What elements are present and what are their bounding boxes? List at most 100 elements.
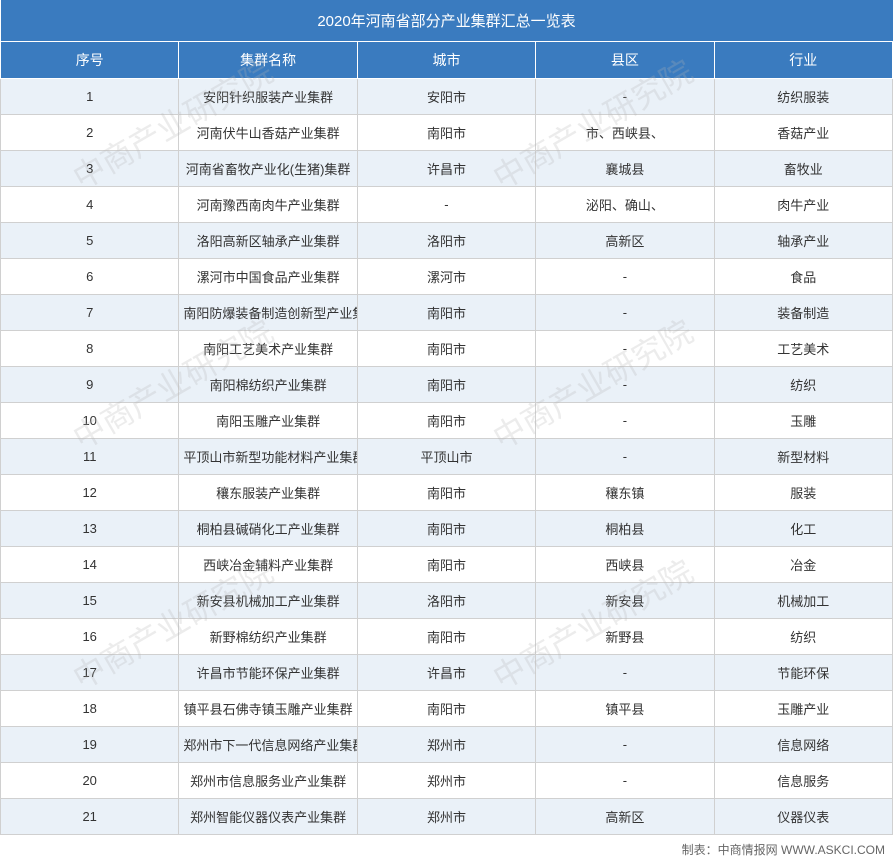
- cell-seq: 16: [1, 619, 179, 655]
- cell-city: 洛阳市: [357, 583, 535, 619]
- cell-city: 许昌市: [357, 655, 535, 691]
- cell-city: 南阳市: [357, 619, 535, 655]
- cell-seq: 17: [1, 655, 179, 691]
- cell-city: 南阳市: [357, 475, 535, 511]
- cell-industry: 冶金: [714, 547, 892, 583]
- cell-industry: 服装: [714, 475, 892, 511]
- cell-seq: 4: [1, 187, 179, 223]
- cell-district: -: [536, 259, 714, 295]
- header-seq: 序号: [1, 42, 179, 79]
- cell-district: 高新区: [536, 223, 714, 259]
- cell-district: -: [536, 79, 714, 115]
- table-container: 中商产业研究院中商产业研究院中商产业研究院中商产业研究院中商产业研究院中商产业研…: [0, 0, 893, 862]
- table-row: 1安阳针织服装产业集群安阳市-纺织服装: [1, 79, 893, 115]
- cell-industry: 畜牧业: [714, 151, 892, 187]
- table-row: 8南阳工艺美术产业集群南阳市-工艺美术: [1, 331, 893, 367]
- industry-cluster-table: 2020年河南省部分产业集群汇总一览表 序号 集群名称 城市 县区 行业 1安阳…: [0, 0, 893, 835]
- cell-city: 南阳市: [357, 691, 535, 727]
- header-row: 序号 集群名称 城市 县区 行业: [1, 42, 893, 79]
- table-title: 2020年河南省部分产业集群汇总一览表: [1, 0, 893, 42]
- cell-city: 许昌市: [357, 151, 535, 187]
- cell-city: 南阳市: [357, 331, 535, 367]
- cell-city: 漯河市: [357, 259, 535, 295]
- cell-industry: 新型材料: [714, 439, 892, 475]
- cell-district: 襄城县: [536, 151, 714, 187]
- cell-name: 洛阳高新区轴承产业集群: [179, 223, 357, 259]
- table-row: 21郑州智能仪器仪表产业集群郑州市高新区仪器仪表: [1, 799, 893, 835]
- cell-district: 西峡县: [536, 547, 714, 583]
- cell-district: -: [536, 403, 714, 439]
- cell-name: 西峡冶金辅料产业集群: [179, 547, 357, 583]
- cell-city: 郑州市: [357, 727, 535, 763]
- cell-seq: 9: [1, 367, 179, 403]
- cell-seq: 12: [1, 475, 179, 511]
- header-industry: 行业: [714, 42, 892, 79]
- cell-city: 郑州市: [357, 799, 535, 835]
- cell-name: 郑州市信息服务业产业集群: [179, 763, 357, 799]
- cell-industry: 纺织: [714, 367, 892, 403]
- cell-industry: 食品: [714, 259, 892, 295]
- table-row: 20郑州市信息服务业产业集群郑州市-信息服务: [1, 763, 893, 799]
- cell-city: 南阳市: [357, 367, 535, 403]
- cell-industry: 香菇产业: [714, 115, 892, 151]
- table-row: 16新野棉纺织产业集群南阳市新野县纺织: [1, 619, 893, 655]
- table-row: 10南阳玉雕产业集群南阳市-玉雕: [1, 403, 893, 439]
- table-row: 19郑州市下一代信息网络产业集群郑州市-信息网络: [1, 727, 893, 763]
- cell-city: 洛阳市: [357, 223, 535, 259]
- cell-district: 高新区: [536, 799, 714, 835]
- cell-name: 漯河市中国食品产业集群: [179, 259, 357, 295]
- cell-industry: 纺织服装: [714, 79, 892, 115]
- cell-name: 镇平县石佛寺镇玉雕产业集群: [179, 691, 357, 727]
- cell-industry: 装备制造: [714, 295, 892, 331]
- cell-city: 南阳市: [357, 295, 535, 331]
- cell-seq: 13: [1, 511, 179, 547]
- cell-district: -: [536, 439, 714, 475]
- cell-name: 许昌市节能环保产业集群: [179, 655, 357, 691]
- cell-name: 穰东服装产业集群: [179, 475, 357, 511]
- table-row: 12穰东服装产业集群南阳市穰东镇服装: [1, 475, 893, 511]
- table-row: 13桐柏县碱硝化工产业集群南阳市桐柏县化工: [1, 511, 893, 547]
- cell-seq: 21: [1, 799, 179, 835]
- cell-industry: 信息服务: [714, 763, 892, 799]
- cell-industry: 仪器仪表: [714, 799, 892, 835]
- cell-seq: 20: [1, 763, 179, 799]
- cell-seq: 6: [1, 259, 179, 295]
- cell-name: 新安县机械加工产业集群: [179, 583, 357, 619]
- cell-seq: 1: [1, 79, 179, 115]
- cell-seq: 5: [1, 223, 179, 259]
- cell-city: -: [357, 187, 535, 223]
- cell-district: 市、西峡县、: [536, 115, 714, 151]
- cell-industry: 玉雕产业: [714, 691, 892, 727]
- table-row: 9南阳棉纺织产业集群南阳市-纺织: [1, 367, 893, 403]
- header-name: 集群名称: [179, 42, 357, 79]
- table-row: 17许昌市节能环保产业集群许昌市-节能环保: [1, 655, 893, 691]
- table-row: 18镇平县石佛寺镇玉雕产业集群南阳市镇平县玉雕产业: [1, 691, 893, 727]
- cell-seq: 10: [1, 403, 179, 439]
- cell-city: 南阳市: [357, 511, 535, 547]
- table-row: 15新安县机械加工产业集群洛阳市新安县机械加工: [1, 583, 893, 619]
- cell-city: 南阳市: [357, 547, 535, 583]
- cell-industry: 化工: [714, 511, 892, 547]
- cell-seq: 3: [1, 151, 179, 187]
- table-row: 3河南省畜牧产业化(生猪)集群许昌市襄城县畜牧业: [1, 151, 893, 187]
- cell-industry: 机械加工: [714, 583, 892, 619]
- cell-name: 郑州智能仪器仪表产业集群: [179, 799, 357, 835]
- table-row: 4河南豫西南肉牛产业集群-泌阳、确山、肉牛产业: [1, 187, 893, 223]
- cell-district: -: [536, 727, 714, 763]
- cell-industry: 纺织: [714, 619, 892, 655]
- table-row: 11平顶山市新型功能材料产业集群平顶山市-新型材料: [1, 439, 893, 475]
- cell-seq: 15: [1, 583, 179, 619]
- table-row: 2河南伏牛山香菇产业集群南阳市市、西峡县、香菇产业: [1, 115, 893, 151]
- cell-seq: 19: [1, 727, 179, 763]
- table-row: 5洛阳高新区轴承产业集群洛阳市高新区轴承产业: [1, 223, 893, 259]
- cell-name: 桐柏县碱硝化工产业集群: [179, 511, 357, 547]
- cell-district: 镇平县: [536, 691, 714, 727]
- cell-industry: 肉牛产业: [714, 187, 892, 223]
- cell-name: 南阳防爆装备制造创新型产业集群: [179, 295, 357, 331]
- cell-district: 桐柏县: [536, 511, 714, 547]
- cell-city: 南阳市: [357, 403, 535, 439]
- cell-name: 南阳玉雕产业集群: [179, 403, 357, 439]
- header-district: 县区: [536, 42, 714, 79]
- cell-industry: 信息网络: [714, 727, 892, 763]
- table-row: 6漯河市中国食品产业集群漯河市-食品: [1, 259, 893, 295]
